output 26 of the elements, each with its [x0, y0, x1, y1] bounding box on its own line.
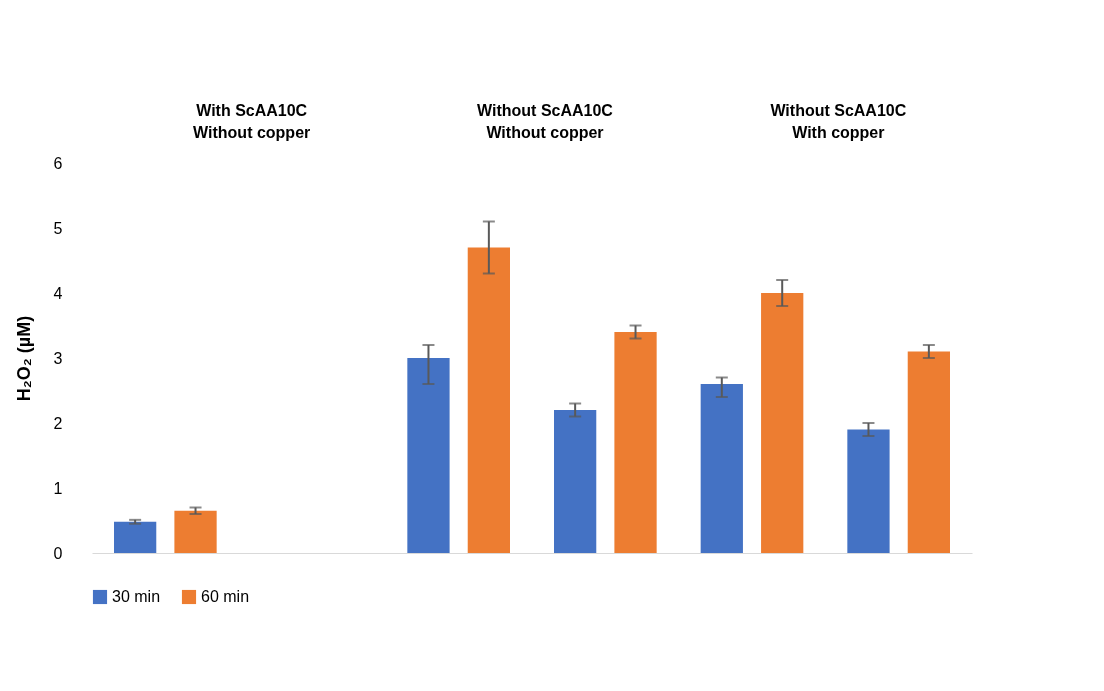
- text: With ScAA10C: [196, 102, 308, 119]
- y-tick-label: 3: [53, 349, 63, 367]
- y-tick-label: 6: [53, 154, 63, 172]
- bar: [114, 521, 157, 553]
- y-axis-title: H₂O₂ (µM): [13, 315, 34, 402]
- legend-label: 60 min: [201, 588, 250, 605]
- bar: [847, 429, 890, 553]
- bar: [467, 247, 510, 553]
- y-tick-label: 0: [53, 544, 63, 562]
- bar: [554, 410, 597, 553]
- bar: [907, 351, 950, 553]
- bar: [407, 358, 450, 553]
- bar: [614, 332, 657, 553]
- y-tick-label: 2: [53, 414, 63, 432]
- y-tick-label: 4: [53, 284, 63, 302]
- text: With copper: [792, 124, 885, 141]
- y-tick-label: 5: [53, 219, 63, 237]
- y-tick-label: 1: [53, 479, 63, 497]
- text: Without ScAA10C: [770, 102, 907, 119]
- bar: [174, 510, 217, 553]
- text: Without ScAA10C: [477, 102, 613, 119]
- text: Without copper: [486, 124, 604, 141]
- bar: [761, 293, 804, 553]
- bar: [700, 384, 743, 553]
- legend-label: 30 min: [112, 588, 161, 605]
- text: Without copper: [193, 124, 311, 141]
